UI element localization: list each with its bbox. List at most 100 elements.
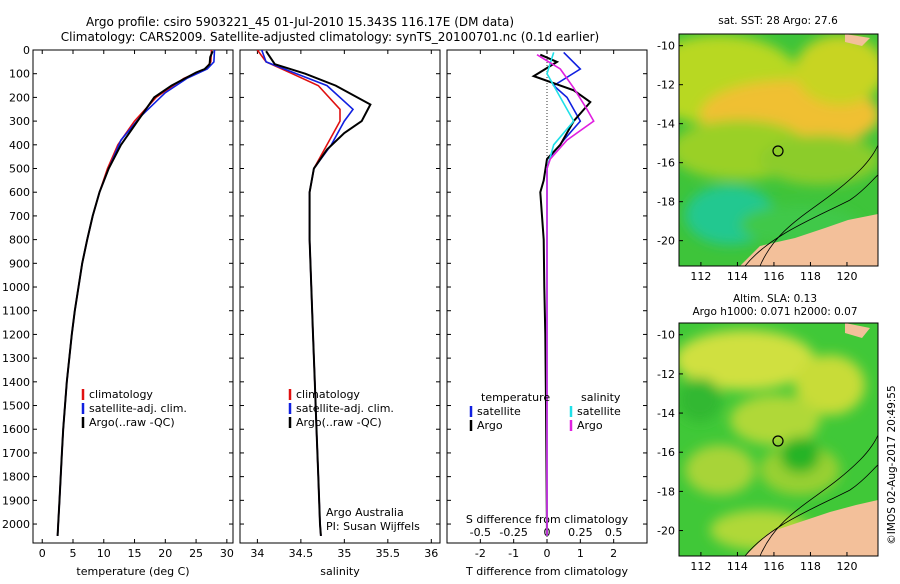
- temp-legend-label: climatology: [89, 388, 153, 401]
- diff-legend-label: satellite: [577, 405, 621, 418]
- figure-title-line1: Argo profile: csiro 5903221_45 01-Jul-20…: [86, 15, 514, 29]
- sla-lon-tick-label: 112: [690, 560, 711, 573]
- sst-map: [679, 34, 878, 266]
- depth-tick-label: 1300: [2, 352, 30, 365]
- depth-tick-label: 400: [9, 139, 30, 152]
- sla-map-title-line2: Argo h1000: 0.071 h2000: 0.07: [692, 306, 857, 318]
- diff-series-magenta: [536, 54, 595, 536]
- imos-timestamp: ©IMOS 02-Aug-2017 20:49:55: [886, 385, 898, 544]
- diff-x-tick-label: -1: [508, 547, 519, 560]
- sla-lat-tick-label: -20: [657, 525, 675, 538]
- temp-x-axis-label: temperature (deg C): [76, 565, 189, 578]
- sst-map-title: sat. SST: 28 Argo: 27.6: [718, 15, 838, 27]
- sal-plot-frame: [239, 49, 441, 544]
- diff-legend-label: Argo: [477, 419, 503, 432]
- diff-legend-sal-title: salinity: [581, 391, 621, 404]
- sla-map-frame: [678, 322, 879, 557]
- sla-lon-tick-label: 114: [727, 560, 748, 573]
- sst-lat-tick-label: -18: [657, 196, 675, 209]
- sal-legend-label: satellite-adj. clim.: [296, 402, 394, 415]
- depth-tick-label: 100: [9, 68, 30, 81]
- sla-lat-tick-label: -18: [657, 485, 675, 498]
- diff-legend-label: satellite: [477, 405, 521, 418]
- sla-lat-tick-label: -14: [657, 407, 675, 420]
- sst-lat-tick-label: -16: [657, 157, 675, 170]
- depth-tick-label: 2000: [2, 518, 30, 531]
- depth-tick-label: 1900: [2, 494, 30, 507]
- temp-legend-label: satellite-adj. clim.: [89, 402, 187, 415]
- sal-annotation: Argo Australia: [326, 506, 404, 519]
- diff-x-tick-label: 2: [610, 547, 617, 560]
- temp-series-group: [56, 50, 216, 536]
- sla-lon-tick-label: 118: [800, 560, 821, 573]
- diff-s-tick-label: 0.25: [568, 526, 593, 539]
- sst-lat-tick-label: -12: [657, 79, 675, 92]
- sla-lat-tick-label: -16: [657, 446, 675, 459]
- temp-x-tick-label: 10: [97, 547, 111, 560]
- sal-legend-label: climatology: [296, 388, 360, 401]
- depth-tick-label: 200: [9, 91, 30, 104]
- figure-title-line2: Climatology: CARS2009. Satellite-adjuste…: [61, 30, 599, 44]
- sst-lon-tick-label: 114: [727, 270, 748, 283]
- depth-tick-label: 1800: [2, 471, 30, 484]
- sst-lat-tick-label: -20: [657, 235, 675, 248]
- sst-lon-tick-label: 118: [800, 270, 821, 283]
- depth-tick-label: 1700: [2, 447, 30, 460]
- sal-x-tick-label: 36: [424, 547, 438, 560]
- sal-x-tick-label: 35: [337, 547, 351, 560]
- sla-lon-tick-label: 120: [836, 560, 857, 573]
- sal-x-tick-label: 34.5: [289, 547, 314, 560]
- temp-x-tick-label: 15: [128, 547, 142, 560]
- temp-plot-frame: [32, 49, 234, 544]
- depth-tick-label: 1100: [2, 305, 30, 318]
- depth-tick-label: 1400: [2, 376, 30, 389]
- temperature-panel: 0 100 200 300 400 500 600 700 800 900 1000 1100 1200…: [2, 44, 234, 578]
- sal-annotation: PI: Susan Wijffels: [326, 520, 420, 533]
- sst-lat-tick-label: -10: [657, 40, 675, 53]
- sst-lat-tick-label: -14: [657, 118, 675, 131]
- diff-s-tick-label: -0.25: [499, 526, 527, 539]
- temp-x-tick-label: 25: [189, 547, 203, 560]
- diff-s-tick-label: -0.5: [470, 526, 491, 539]
- difference-panel: -2 -1 0 1 2 T difference from climatology -0.5…: [446, 49, 648, 578]
- sal-legend-label: Argo(..raw -QC): [296, 416, 382, 429]
- depth-tick-label: 1000: [2, 281, 30, 294]
- temp-x-tick-label: 5: [70, 547, 77, 560]
- depth-tick-label: 800: [9, 234, 30, 247]
- diff-series-group: [531, 51, 595, 536]
- sla-lat-tick-label: -12: [657, 368, 675, 381]
- diff-legend-label: Argo: [577, 419, 603, 432]
- depth-tick-label: 600: [9, 186, 30, 199]
- depth-tick-label: 700: [9, 210, 30, 223]
- sal-series-group: [256, 50, 372, 536]
- sla-map-axes: 112 114 116 118 120 -10 -12 -14 -16 -18 -20: [657, 329, 857, 573]
- sla-lon-tick-label: 116: [763, 560, 784, 573]
- sal-x-tick-label: 35.5: [376, 547, 401, 560]
- sst-argo-marker: [772, 145, 784, 157]
- sst-map-frame: [678, 33, 879, 267]
- depth-tick-label: 900: [9, 257, 30, 270]
- sst-lon-tick-label: 116: [763, 270, 784, 283]
- depth-tick-label: 1500: [2, 400, 30, 413]
- depth-tick-label: 1200: [2, 328, 30, 341]
- temp-series-black: [56, 50, 214, 536]
- sla-map: [679, 323, 878, 556]
- depth-tick-label: 300: [9, 115, 30, 128]
- depth-tick-label: 500: [9, 163, 30, 176]
- temp-x-tick-label: 20: [158, 547, 172, 560]
- sal-series-black: [265, 50, 372, 536]
- sla-lat-tick-label: -10: [657, 329, 675, 342]
- sal-x-axis-label: salinity: [320, 565, 360, 578]
- temp-x-tick-label: 0: [39, 547, 46, 560]
- sst-lon-tick-label: 112: [690, 270, 711, 283]
- sst-lon-tick-label: 120: [836, 270, 857, 283]
- temp-x-tick-label: 30: [220, 547, 234, 560]
- temp-legend-label: Argo(..raw -QC): [89, 416, 175, 429]
- diff-s-tick-label: 0.5: [605, 526, 623, 539]
- depth-tick-label: 1600: [2, 423, 30, 436]
- diff-x-tick-label: 0: [544, 547, 551, 560]
- diff-x-tick-label: 1: [577, 547, 584, 560]
- sla-map-title-line1: Altim. SLA: 0.13: [733, 293, 817, 305]
